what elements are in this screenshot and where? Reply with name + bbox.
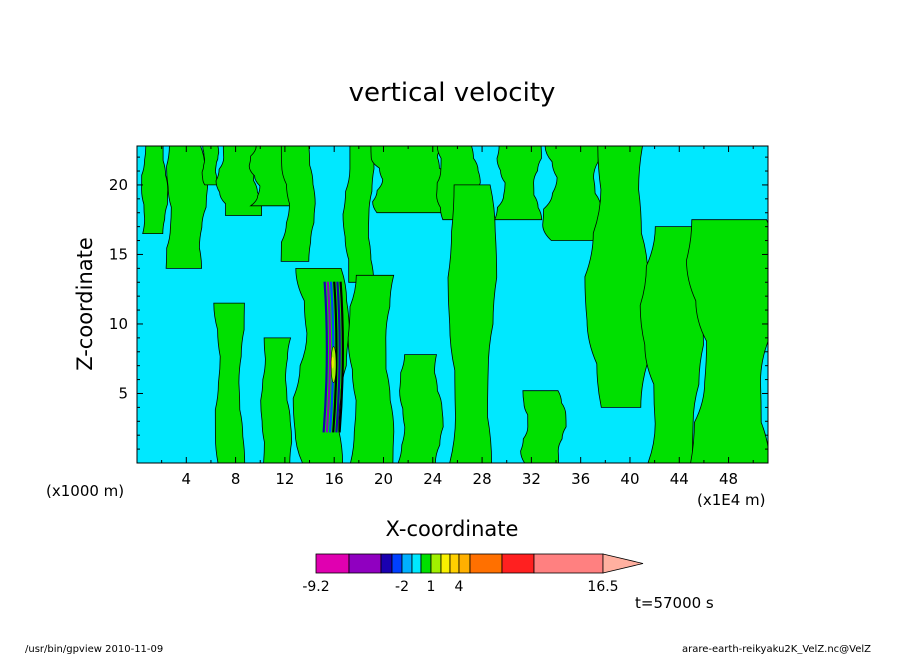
colorbar-label: 4 <box>455 579 464 595</box>
colorbar-cell <box>449 553 460 574</box>
colorbar-labels: -9.2 -2 1 4 16.5 <box>302 579 618 595</box>
contour-region-positive <box>213 302 246 463</box>
contour-region-positive <box>260 337 293 463</box>
colorbar <box>315 553 644 574</box>
updraft-streak <box>322 281 328 433</box>
colorbar-cell <box>501 553 535 574</box>
updraft-streak <box>325 281 332 433</box>
colorbar-cell <box>401 553 413 574</box>
x-tick-label: 8 <box>231 470 241 488</box>
colorbar-label: 16.5 <box>587 579 618 595</box>
contour-region-positive <box>447 184 498 463</box>
contour-region-positive <box>397 354 444 463</box>
colorbar-cell <box>533 553 604 574</box>
x-unit-right-label: (x1E4 m) <box>697 491 766 509</box>
contour-region-positive <box>686 219 768 463</box>
colorbar-cell <box>411 553 422 574</box>
colorbar-cell <box>391 553 403 574</box>
y-axis-title: Z-coordinate <box>73 237 97 371</box>
contour-region-positive <box>520 390 567 463</box>
colorbar-label: -2 <box>395 579 409 595</box>
x-tick-label: 32 <box>522 470 541 488</box>
x-tick-label: 28 <box>473 470 492 488</box>
x-tick-label: 12 <box>275 470 294 488</box>
contour-region-positive <box>280 146 316 262</box>
y-tick-label: 15 <box>109 245 128 263</box>
colorbar-cell <box>430 553 442 574</box>
updraft-peak-center <box>331 356 334 369</box>
y-tick-label: 5 <box>118 384 128 402</box>
x-axis-title: X-coordinate <box>386 517 519 541</box>
y-axis-ticks: 5 10 15 20 <box>109 156 768 450</box>
colorbar-cell <box>420 553 432 574</box>
colorbar-label: 1 <box>427 579 436 595</box>
x-axis-ticks: 4 8 12 16 20 24 28 32 36 40 44 48 <box>161 146 754 488</box>
plot-frame <box>136 145 769 464</box>
contour-regions <box>141 146 768 463</box>
x-tick-label: 24 <box>423 470 442 488</box>
x-tick-label: 16 <box>325 470 344 488</box>
x-tick-label: 48 <box>719 470 738 488</box>
chart-title: vertical velocity <box>349 78 556 108</box>
updraft-streak <box>338 281 344 433</box>
colorbar-cell <box>440 553 451 574</box>
footer-left: /usr/bin/gpview 2010-11-09 <box>25 644 163 654</box>
colorbar-cell <box>458 553 471 574</box>
contour-region-positive <box>141 146 169 234</box>
contour-region-positive <box>201 146 220 186</box>
x-tick-label: 36 <box>571 470 590 488</box>
footer-right: arare-earth-reikyaku2K_VelZ.nc@VelZ <box>682 644 871 654</box>
updraft-streak <box>332 281 338 433</box>
contour-region-positive <box>347 274 395 463</box>
colorbar-cell <box>315 553 350 574</box>
contour-region-positive <box>494 146 543 221</box>
colorbar-cell <box>348 553 382 574</box>
colorbar-overflow-arrow <box>602 553 644 574</box>
x-tick-label: 4 <box>182 470 192 488</box>
colorbar-cell <box>380 553 393 574</box>
y-tick-label: 10 <box>109 315 128 333</box>
colorbar-cell <box>469 553 503 574</box>
x-tick-label: 40 <box>620 470 639 488</box>
updraft-streak <box>335 281 341 433</box>
colorbar-label: -9.2 <box>302 579 329 595</box>
plot-area <box>137 146 768 463</box>
contour-region-positive <box>584 146 652 408</box>
y-tick-label: 20 <box>109 176 128 194</box>
x-unit-left-label: (x1000 m) <box>46 482 124 500</box>
time-label: t=57000 s <box>635 594 714 612</box>
x-tick-label: 44 <box>670 470 689 488</box>
updraft-core <box>322 281 344 433</box>
x-tick-label: 20 <box>374 470 393 488</box>
contour-region-positive <box>165 146 209 269</box>
